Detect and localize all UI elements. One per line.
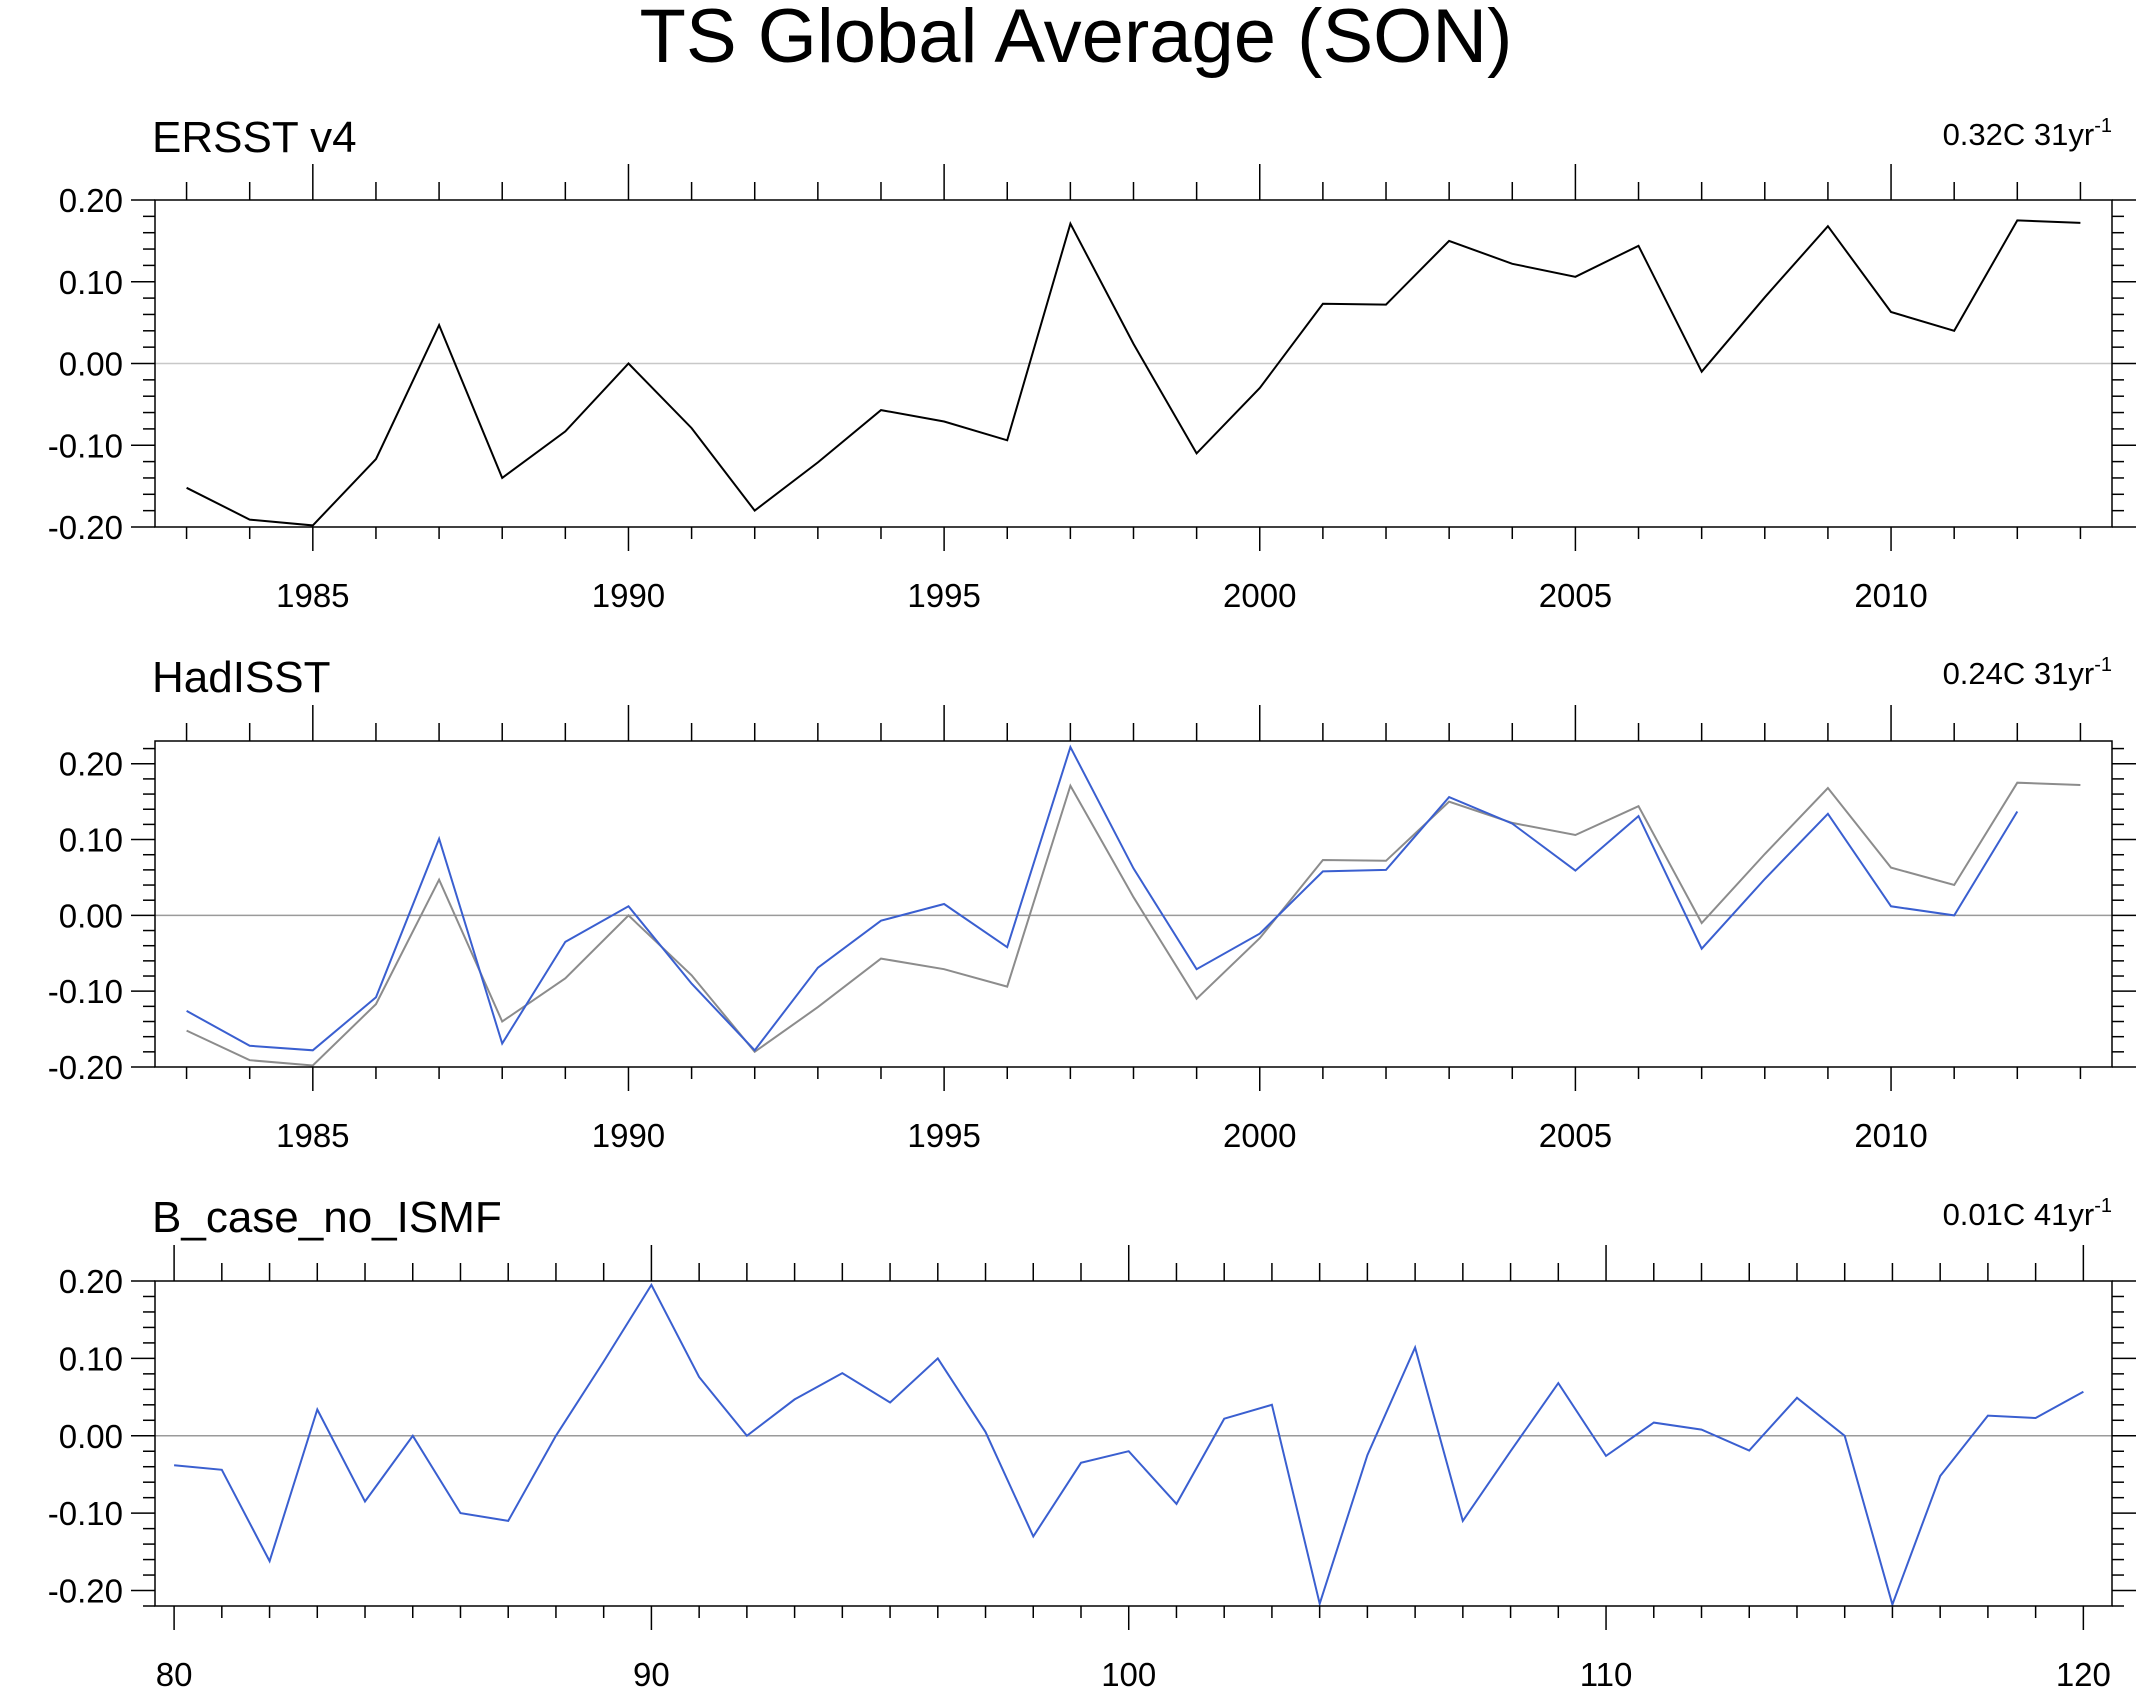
y-tick-label: -0.10 [48,973,123,1010]
panel-b-case-no-ismf: B_case_no_ISMF 0.01C 41yr-1 0.20 0.10 0.00… [48,1193,2136,1693]
plot-frame [154,740,2113,1068]
y-tick-label: 0.20 [59,182,123,219]
x-tick-label: 1995 [907,1117,980,1154]
trend-label: 0.24C 31yr-1 [1943,654,2112,691]
x-tick-label: 2005 [1539,577,1612,614]
x-tick-label: 1990 [592,577,665,614]
x-tick-label: 2000 [1223,577,1296,614]
x-tick-label: 2010 [1854,577,1927,614]
plot-frame [154,199,2113,528]
y-tick-label: -0.20 [48,509,123,546]
y-tick-label: 0.20 [59,1263,123,1300]
y-tick-label: 0.00 [59,897,123,934]
y-tick-label: -0.20 [48,1049,123,1086]
series-line-ersst-v4 [186,219,2081,527]
panel-title: HadISST [152,653,331,702]
x-tick-label: 2000 [1223,1117,1296,1154]
x-tick-label: 90 [633,1656,670,1693]
y-tick-label: 0.00 [59,1418,123,1455]
x-tick-label: 110 [1580,1656,1633,1693]
x-tick-label: 1995 [907,577,980,614]
series-line-hadisst [186,744,2019,1052]
y-tick-label: -0.10 [48,427,123,464]
trend-label: 0.01C 41yr-1 [1943,1195,2112,1232]
x-tick-label: 2005 [1539,1117,1612,1154]
y-tick-label: 0.20 [59,746,123,783]
panel-title: B_case_no_ISMF [152,1193,502,1242]
y-tick-label: 0.10 [59,822,123,859]
x-tick-label: 100 [1101,1656,1156,1693]
x-tick-label: 1985 [276,577,349,614]
series-line-ersst-v4 [186,781,2081,1067]
series-line-b-case-no-ismf [174,1282,2084,1608]
figure-title: TS Global Average (SON) [640,0,1513,79]
x-tick-label: 80 [156,1656,193,1693]
x-tick-label: 2010 [1854,1117,1927,1154]
y-tick-label: -0.10 [48,1495,123,1532]
y-tick-label: 0.00 [59,346,123,383]
x-tick-label: 1990 [592,1117,665,1154]
plot-frame [154,1280,2113,1607]
panel-ersst: ERSST v4 0.32C 31yr-1 0.20 0.10 0.00 -0.10 -… [48,113,2136,614]
panel-title: ERSST v4 [152,113,357,162]
x-tick-label: 120 [2056,1656,2111,1693]
trend-label: 0.32C 31yr-1 [1943,115,2112,152]
panel-hadisst: HadISST 0.24C 31yr-1 0.20 0.10 0.00 -0.10 -0… [48,653,2136,1154]
x-tick-label: 1985 [276,1117,349,1154]
y-tick-label: 0.10 [59,1340,123,1377]
y-tick-label: -0.20 [48,1573,123,1610]
y-tick-label: 0.10 [59,264,123,301]
